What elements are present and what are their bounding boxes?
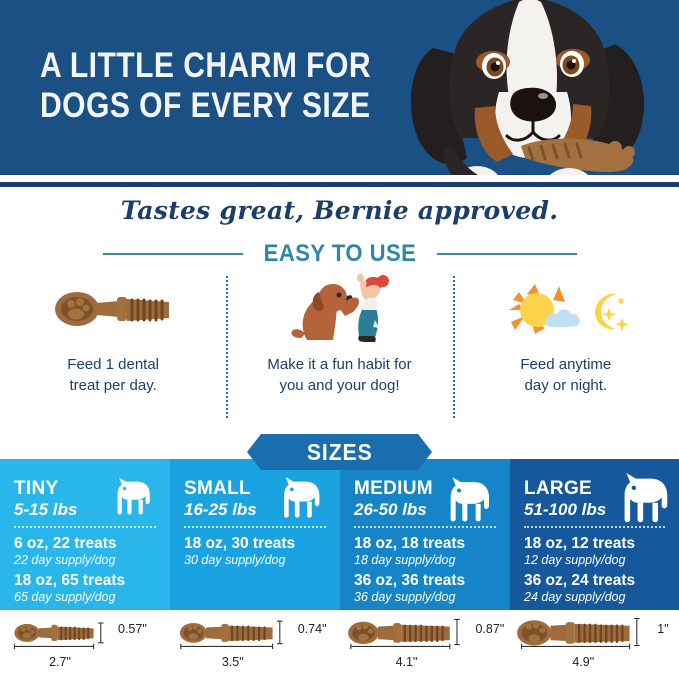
pack-main: 36 oz, 36 treats xyxy=(354,572,466,589)
size-divider xyxy=(184,526,326,528)
treat-height: 0.87" xyxy=(475,622,505,636)
dog-silhouette-medium xyxy=(450,477,489,522)
pack-sub: 18 day supply/dog xyxy=(354,553,456,567)
pack-main: 36 oz, 24 treats xyxy=(524,572,636,589)
size-divider xyxy=(524,526,665,528)
feature-line2: day or night. xyxy=(524,377,608,394)
pack-main: 18 oz, 18 treats xyxy=(354,535,466,552)
size-name: SMALL xyxy=(184,478,251,499)
dog-silhouette-small xyxy=(284,477,320,518)
sun-moon-icon xyxy=(501,272,631,344)
treat-height: 1" xyxy=(657,622,669,636)
measurement-cell-tiny: 0.57" 2.7" xyxy=(0,610,170,673)
feature-item: Feed 1 dental treat per day. xyxy=(0,272,226,422)
size-weight: 5-15 lbs xyxy=(14,500,78,519)
size-divider xyxy=(14,526,156,528)
feature-item: Feed anytime day or night. xyxy=(452,272,679,422)
size-pack: 18 oz, 18 treats 18 day supply/dog xyxy=(354,535,510,568)
size-column-tiny: TINY 5-15 lbs 6 oz, 22 treats 22 day sup… xyxy=(0,459,170,610)
size-column-large: LARGE 51-100 lbs 18 oz, 12 treats 12 day… xyxy=(510,459,679,610)
pack-main: 6 oz, 22 treats xyxy=(14,535,117,552)
pack-sub: 30 day supply/dog xyxy=(184,553,286,567)
pack-main: 18 oz, 65 treats xyxy=(14,572,126,589)
feature-line2: treat per day. xyxy=(69,377,157,394)
size-name: TINY xyxy=(14,478,59,499)
feature-columns: Feed 1 dental treat per day. xyxy=(0,272,679,422)
size-name: MEDIUM xyxy=(354,478,433,499)
pack-main: 18 oz, 30 treats xyxy=(184,535,296,552)
pack-sub: 36 day supply/dog xyxy=(354,590,456,604)
sizes-banner-label: SIZES xyxy=(306,438,373,465)
easy-to-use-label: EASY TO USE xyxy=(263,240,416,267)
treat-length: 4.1" xyxy=(395,655,418,669)
treat-height: 0.74" xyxy=(297,622,327,636)
treat-height: 0.57" xyxy=(118,622,147,636)
pack-sub: 12 day supply/dog xyxy=(524,553,626,567)
size-weight: 26-50 lbs xyxy=(354,500,427,519)
feature-line1: Feed anytime xyxy=(520,356,612,373)
heading-rule-left xyxy=(102,253,243,255)
tagline: Tastes great, Bernie approved. xyxy=(120,196,559,225)
pack-main: 18 oz, 12 treats xyxy=(524,535,636,552)
treat-length: 2.7" xyxy=(49,655,71,669)
dog-silhouette-large xyxy=(624,473,668,523)
size-header: TINY 5-15 lbs xyxy=(14,477,170,520)
size-header: SMALL 16-25 lbs xyxy=(184,477,340,520)
feature-text: Feed 1 dental treat per day. xyxy=(67,354,159,396)
sizes-banner: SIZES xyxy=(247,434,432,470)
dog-silhouette-tiny xyxy=(117,477,150,515)
bernese-mountain-dog-illustration xyxy=(410,0,645,175)
size-pack: 18 oz, 65 treats 65 day supply/dog xyxy=(14,572,170,605)
measurement-cell-large: 1" 4.9" xyxy=(509,610,679,673)
size-column-medium: MEDIUM 26-50 lbs 18 oz, 18 treats 18 day… xyxy=(340,459,510,610)
feature-item: Make it a fun habit for you and your dog… xyxy=(226,272,452,422)
measurement-row: 0.57" 2.7" 0.74" 3.5" xyxy=(0,610,679,673)
treat-dimension-diagram-medium xyxy=(347,618,460,650)
feature-text: Make it a fun habit for you and your dog… xyxy=(267,354,411,396)
page-title-line2: DOGS OF EVERY SIZE xyxy=(40,86,371,125)
pack-sub: 22 day supply/dog xyxy=(14,553,116,567)
treat-dimension-diagram-small xyxy=(179,620,283,650)
size-header: LARGE 51-100 lbs xyxy=(524,473,679,523)
heading-rule-right xyxy=(436,253,577,255)
page-title-line1: A LITTLE CHARM FOR xyxy=(40,46,371,85)
pack-sub: 65 day supply/dog xyxy=(14,590,116,604)
size-pack: 18 oz, 12 treats 12 day supply/dog xyxy=(524,535,679,568)
treat-dimension-diagram-tiny xyxy=(13,622,104,650)
feature-line1: Make it a fun habit for xyxy=(267,356,412,373)
measurement-cell-medium: 0.87" 4.1" xyxy=(340,610,510,673)
size-pack: 36 oz, 24 treats 24 day supply/dog xyxy=(524,572,679,605)
size-weight: 51-100 lbs xyxy=(524,500,607,519)
size-pack: 6 oz, 22 treats 22 day supply/dog xyxy=(14,535,170,568)
size-divider xyxy=(354,526,496,528)
size-pack: 18 oz, 30 treats 30 day supply/dog xyxy=(184,535,340,568)
size-weight: 16-25 lbs xyxy=(184,500,257,519)
header-banner: A LITTLE CHARM FOR DOGS OF EVERY SIZE xyxy=(0,0,679,175)
treat-length: 3.5" xyxy=(221,655,244,669)
page-title: A LITTLE CHARM FOR DOGS OF EVERY SIZE xyxy=(40,46,401,126)
measurement-cell-small: 0.74" 3.5" xyxy=(170,610,340,673)
dental-treat-icon xyxy=(53,272,173,344)
pack-sub: 24 day supply/dog xyxy=(524,590,626,604)
treat-dimension-diagram-large xyxy=(517,617,640,650)
feature-line1: Feed 1 dental xyxy=(67,356,160,373)
feature-line2: you and your dog! xyxy=(279,377,400,394)
header-divider-white xyxy=(0,175,679,182)
size-name: LARGE xyxy=(524,478,592,499)
dog-high-five-icon xyxy=(279,272,399,344)
header-divider-navy xyxy=(0,182,679,187)
sizes-table: TINY 5-15 lbs 6 oz, 22 treats 22 day sup… xyxy=(0,459,679,610)
size-pack: 36 oz, 36 treats 36 day supply/dog xyxy=(354,572,510,605)
feature-text: Feed anytime day or night. xyxy=(520,354,611,396)
easy-to-use-heading: EASY TO USE xyxy=(0,240,679,268)
size-header: MEDIUM 26-50 lbs xyxy=(354,477,510,522)
size-column-small: SMALL 16-25 lbs 18 oz, 30 treats 30 day … xyxy=(170,459,340,610)
treat-length: 4.9" xyxy=(572,655,595,669)
